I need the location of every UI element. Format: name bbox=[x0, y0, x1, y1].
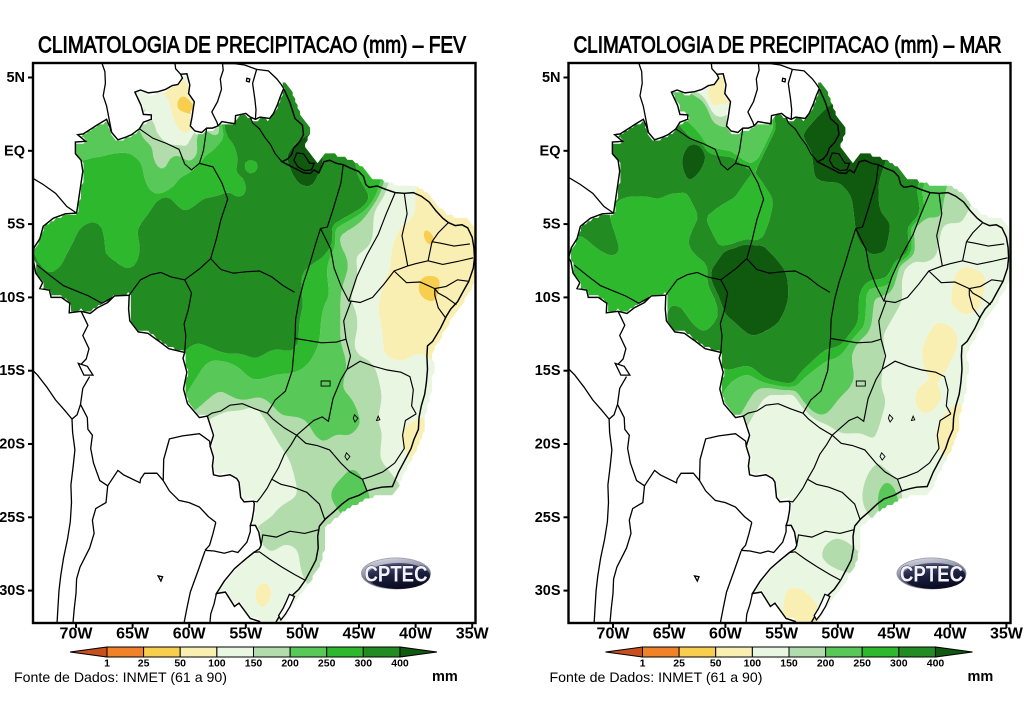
svg-text:25S: 25S bbox=[535, 510, 561, 526]
svg-text:10S: 10S bbox=[535, 290, 561, 306]
svg-text:15S: 15S bbox=[0, 363, 25, 379]
svg-text:20S: 20S bbox=[535, 437, 561, 453]
svg-text:25S: 25S bbox=[0, 510, 25, 526]
svg-text:35W: 35W bbox=[990, 626, 1024, 643]
svg-text:25: 25 bbox=[138, 658, 150, 670]
svg-text:150: 150 bbox=[780, 658, 798, 670]
svg-text:mm: mm bbox=[968, 669, 994, 685]
svg-text:CLIMATOLOGIA DE PRECIPITACAO (: CLIMATOLOGIA DE PRECIPITACAO (mm) – MAR bbox=[574, 32, 1002, 58]
svg-text:1: 1 bbox=[104, 658, 110, 670]
svg-text:70W: 70W bbox=[597, 626, 631, 643]
svg-text:55W: 55W bbox=[229, 626, 263, 643]
svg-text:100: 100 bbox=[744, 658, 762, 670]
svg-text:50: 50 bbox=[174, 658, 186, 670]
svg-text:55W: 55W bbox=[765, 626, 799, 643]
svg-text:300: 300 bbox=[890, 658, 908, 670]
svg-text:150: 150 bbox=[245, 658, 263, 670]
svg-text:50W: 50W bbox=[286, 626, 320, 643]
svg-text:400: 400 bbox=[391, 658, 409, 670]
svg-text:1: 1 bbox=[640, 658, 646, 670]
svg-text:Fonte de Dados: INMET (61 a 90: Fonte de Dados: INMET (61 a 90) bbox=[550, 669, 763, 685]
svg-text:200: 200 bbox=[817, 658, 835, 670]
svg-text:35W: 35W bbox=[456, 626, 490, 643]
svg-text:30S: 30S bbox=[535, 583, 561, 599]
svg-text:40W: 40W bbox=[399, 626, 433, 643]
svg-text:15S: 15S bbox=[535, 363, 561, 379]
svg-text:10S: 10S bbox=[0, 290, 25, 306]
svg-text:CLIMATOLOGIA DE PRECIPITACAO (: CLIMATOLOGIA DE PRECIPITACAO (mm) – FEV bbox=[38, 32, 466, 58]
svg-text:25: 25 bbox=[673, 658, 685, 670]
svg-text:EQ: EQ bbox=[4, 143, 25, 159]
svg-text:200: 200 bbox=[281, 658, 299, 670]
svg-text:mm: mm bbox=[432, 669, 458, 685]
svg-text:70W: 70W bbox=[60, 626, 94, 643]
svg-text:Fonte de Dados: INMET (61 a 90: Fonte de Dados: INMET (61 a 90) bbox=[14, 669, 227, 685]
svg-text:60W: 60W bbox=[173, 626, 207, 643]
svg-text:50: 50 bbox=[710, 658, 722, 670]
svg-text:20S: 20S bbox=[0, 437, 25, 453]
svg-text:65W: 65W bbox=[653, 626, 687, 643]
svg-text:40W: 40W bbox=[934, 626, 968, 643]
svg-text:CPTEC: CPTEC bbox=[900, 562, 963, 587]
svg-text:60W: 60W bbox=[709, 626, 743, 643]
svg-text:5S: 5S bbox=[7, 217, 25, 233]
svg-text:50W: 50W bbox=[821, 626, 855, 643]
svg-text:45W: 45W bbox=[343, 626, 377, 643]
svg-text:100: 100 bbox=[208, 658, 226, 670]
svg-text:65W: 65W bbox=[116, 626, 150, 643]
svg-text:400: 400 bbox=[927, 658, 945, 670]
svg-text:300: 300 bbox=[355, 658, 373, 670]
svg-text:45W: 45W bbox=[878, 626, 912, 643]
svg-text:30S: 30S bbox=[0, 583, 25, 599]
svg-text:5S: 5S bbox=[543, 217, 561, 233]
svg-text:EQ: EQ bbox=[540, 143, 561, 159]
svg-text:CPTEC: CPTEC bbox=[365, 562, 428, 587]
svg-text:250: 250 bbox=[853, 658, 871, 670]
svg-text:250: 250 bbox=[318, 658, 336, 670]
svg-text:5N: 5N bbox=[542, 70, 561, 86]
svg-text:5N: 5N bbox=[6, 70, 25, 86]
